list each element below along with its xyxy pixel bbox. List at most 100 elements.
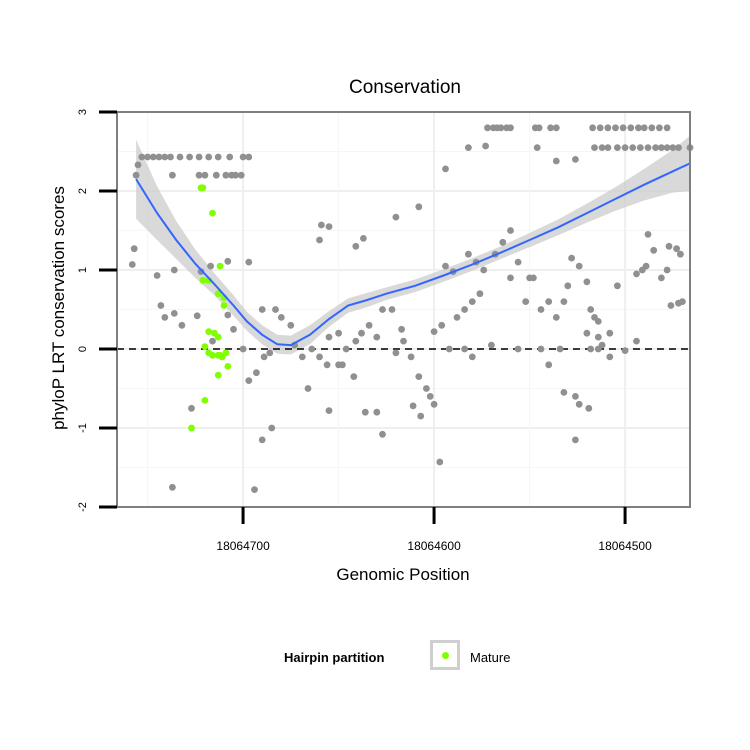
data-point — [400, 337, 407, 345]
data-point — [652, 144, 659, 152]
data-point — [323, 361, 331, 369]
data-point — [415, 203, 423, 211]
data-point-mature — [201, 397, 209, 404]
data-point — [583, 329, 591, 337]
data-point-mature — [209, 209, 216, 217]
x-tick-label: 18064600 — [407, 539, 461, 553]
data-point — [507, 227, 514, 234]
data-point — [535, 124, 543, 132]
data-point — [253, 369, 260, 377]
data-point — [201, 171, 209, 179]
data-point-mature — [214, 333, 222, 341]
data-point — [239, 153, 247, 161]
data-point — [335, 361, 342, 369]
data-point — [209, 337, 216, 345]
data-point — [134, 161, 142, 169]
y-tick-label: -2 — [77, 502, 89, 512]
data-point — [325, 333, 333, 341]
data-point — [507, 274, 514, 282]
data-point — [621, 144, 629, 152]
data-point — [644, 231, 652, 238]
data-point — [507, 124, 514, 132]
data-point — [195, 153, 203, 161]
data-point — [214, 153, 222, 161]
data-point — [575, 400, 583, 408]
data-point — [138, 153, 146, 161]
data-point — [207, 262, 215, 270]
x-tick-label: 18064500 — [598, 539, 652, 553]
data-point — [465, 250, 472, 258]
data-point — [552, 124, 560, 132]
data-point — [161, 314, 169, 321]
data-point — [461, 306, 468, 313]
data-point — [245, 377, 253, 384]
data-point — [522, 298, 530, 305]
data-point — [258, 436, 266, 444]
data-point — [188, 404, 195, 412]
data-point — [442, 262, 449, 270]
data-point — [287, 321, 295, 329]
data-point-mature — [216, 262, 224, 270]
data-point — [409, 402, 417, 410]
data-point — [237, 171, 245, 179]
data-point — [169, 171, 176, 179]
data-point — [636, 144, 644, 152]
x-tick-label: 18064700 — [216, 539, 270, 553]
data-point-mature — [222, 349, 230, 357]
data-point — [230, 325, 237, 333]
y-tick-label: 0 — [77, 346, 89, 352]
data-point-mature — [216, 351, 224, 359]
data-point — [365, 321, 373, 329]
data-point-mature — [209, 351, 216, 359]
data-point — [499, 238, 507, 246]
data-point — [552, 314, 560, 321]
data-point — [461, 345, 468, 353]
legend-dot-mature — [442, 652, 449, 659]
data-point — [663, 144, 671, 152]
y-tick-label: 3 — [77, 109, 89, 115]
data-point — [373, 333, 381, 341]
data-point — [482, 142, 489, 150]
data-point — [614, 282, 621, 290]
data-point — [594, 318, 602, 325]
data-point — [673, 245, 680, 253]
data-point — [648, 124, 656, 132]
data-point — [468, 298, 476, 305]
data-point — [677, 250, 684, 258]
data-point — [604, 144, 612, 152]
data-point — [598, 144, 606, 152]
data-point — [537, 306, 545, 313]
data-point — [572, 156, 579, 163]
data-point — [545, 298, 553, 305]
data-point — [170, 266, 178, 274]
data-point — [596, 124, 604, 132]
data-point — [438, 321, 446, 329]
data-point — [663, 124, 671, 132]
data-point — [161, 153, 169, 161]
data-point — [224, 257, 232, 265]
data-point-mature — [224, 363, 232, 370]
data-point — [476, 290, 484, 298]
data-point — [155, 153, 163, 161]
data-point — [560, 298, 568, 305]
plot-panel — [117, 111, 690, 508]
data-point — [445, 345, 453, 353]
data-point — [361, 408, 369, 416]
data-point — [633, 270, 640, 278]
data-point — [604, 124, 612, 132]
data-point — [153, 272, 161, 279]
data-point — [514, 345, 522, 353]
data-point — [627, 124, 635, 132]
data-point — [277, 314, 285, 321]
data-point — [316, 353, 323, 361]
data-point — [594, 345, 602, 353]
data-point — [568, 254, 575, 262]
data-point — [480, 266, 488, 274]
data-point — [488, 341, 495, 349]
data-point — [556, 345, 564, 353]
data-point — [318, 221, 325, 229]
data-point — [251, 486, 258, 493]
data-point — [178, 321, 186, 329]
data-point-mature — [199, 184, 207, 192]
